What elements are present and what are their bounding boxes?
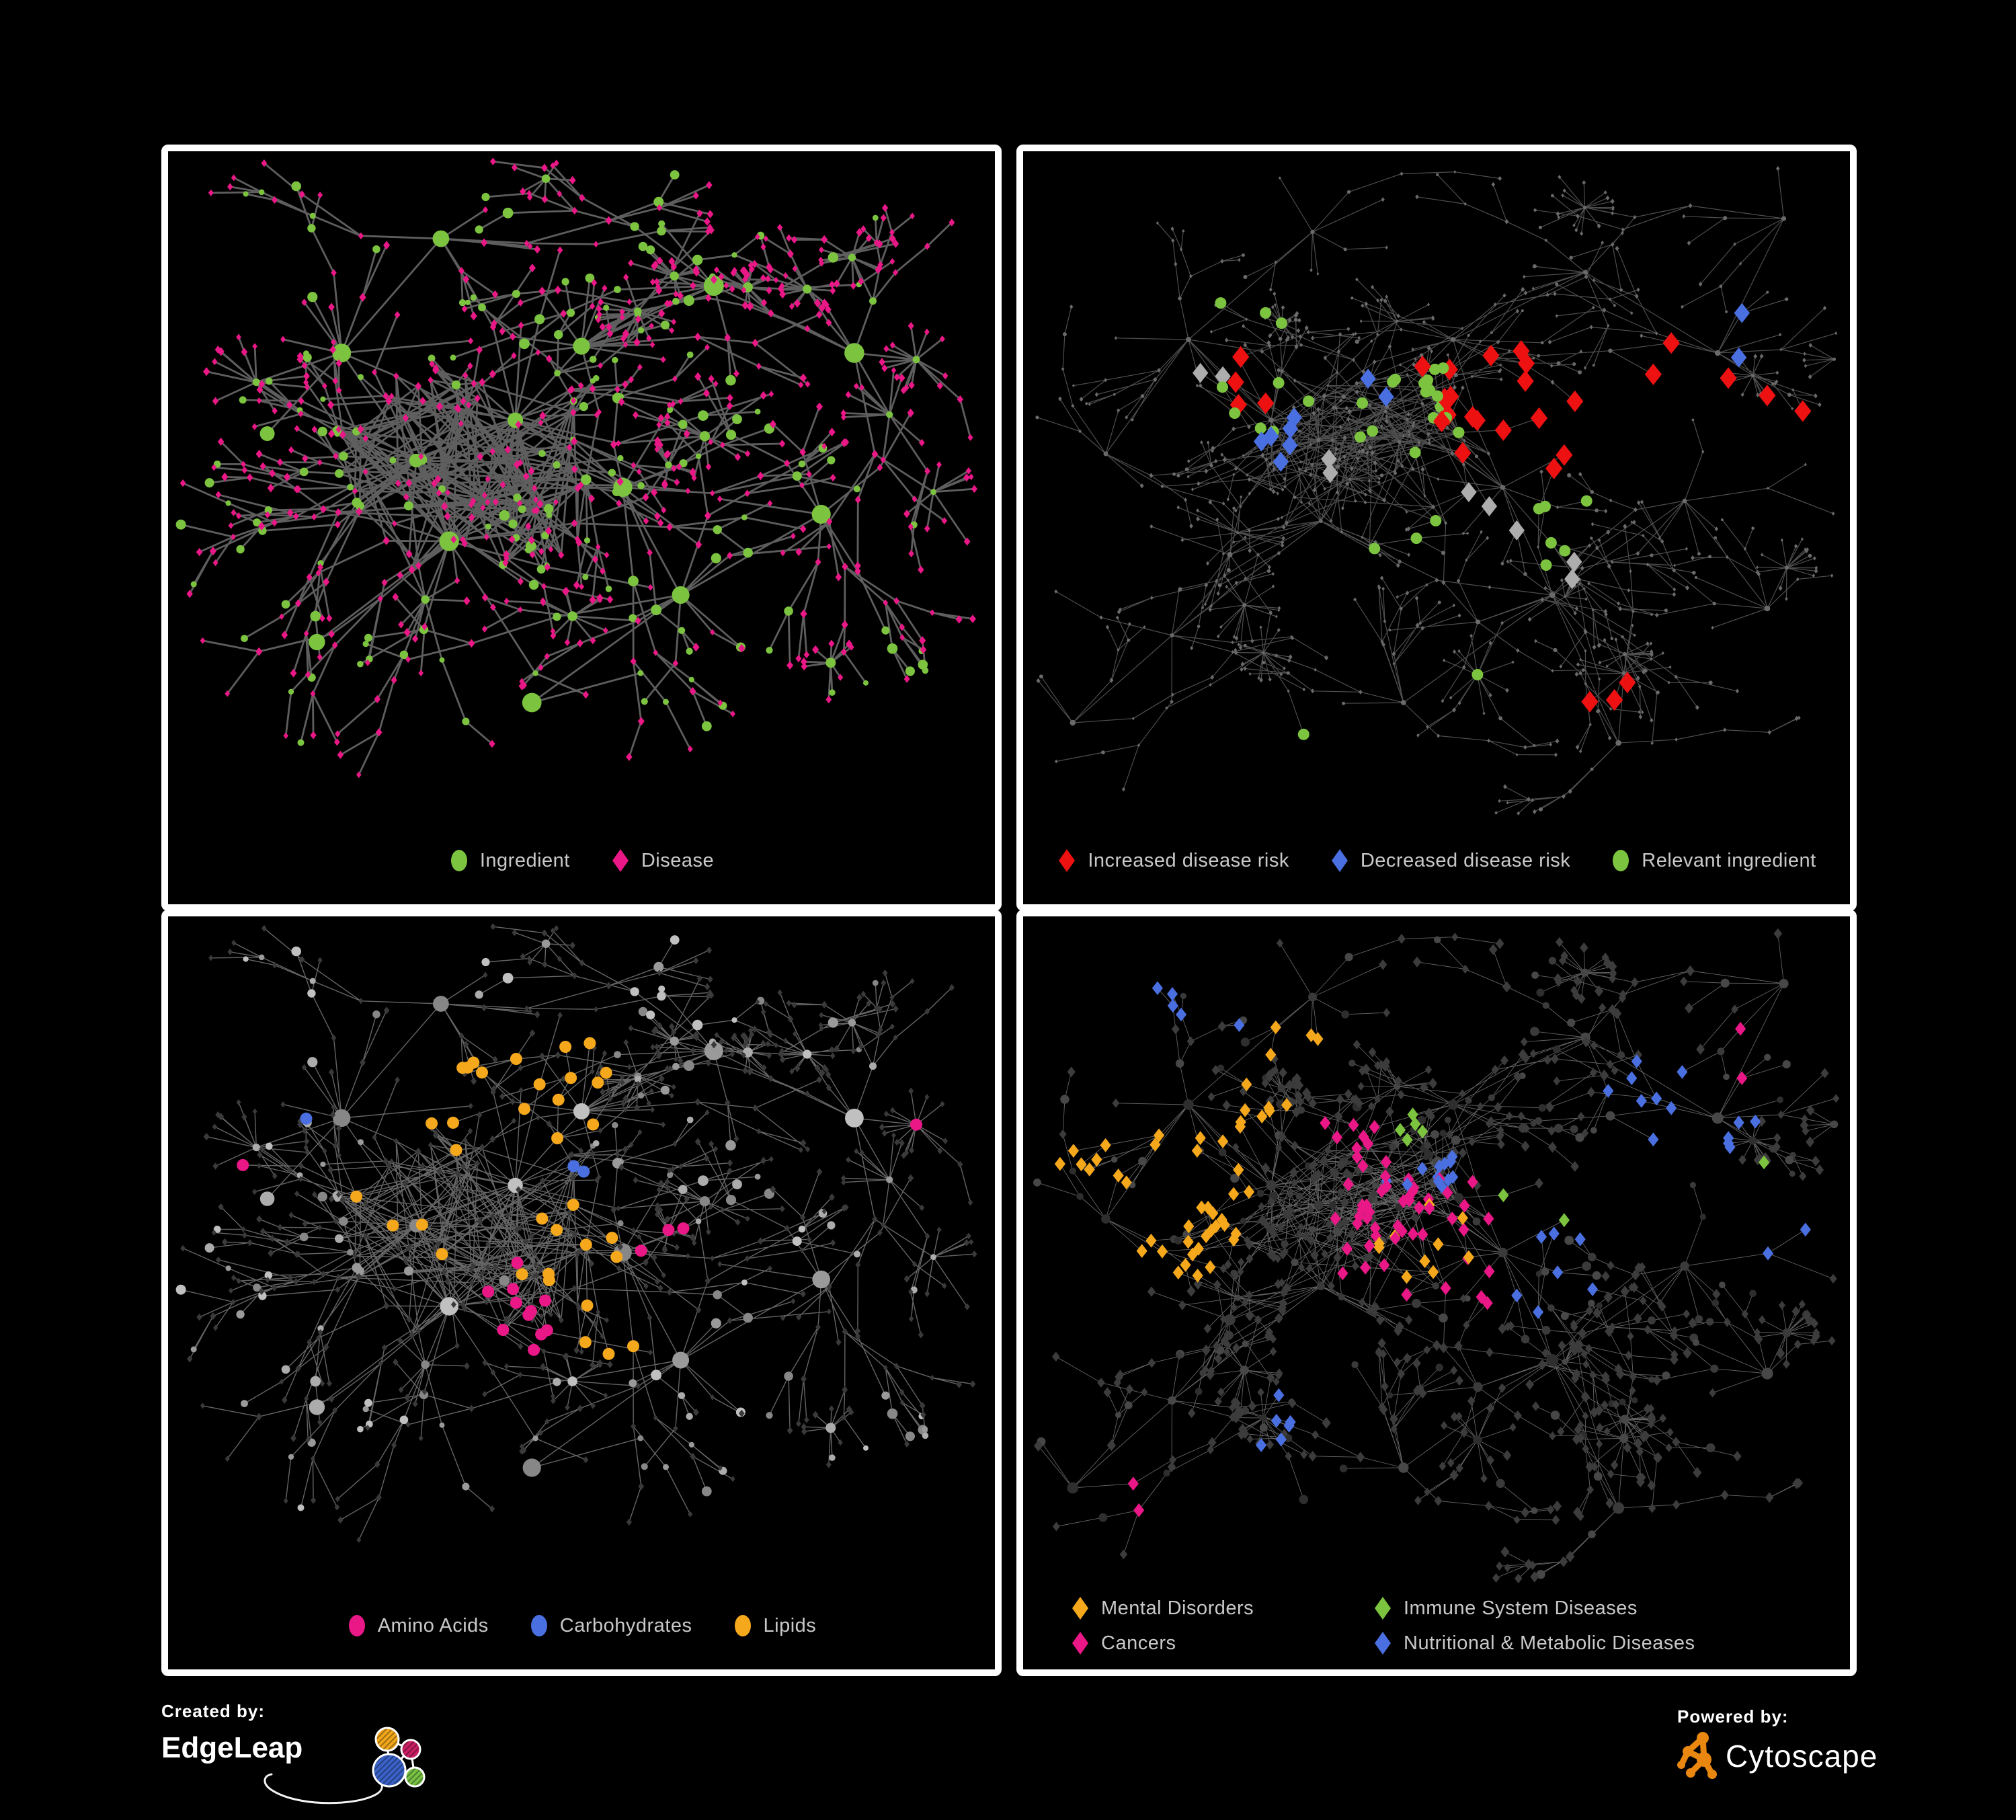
powered-by-label: Powered by: — [1677, 1706, 1789, 1727]
legend-label: Ingredient — [479, 849, 570, 871]
legend-marker-diamond-icon — [1072, 1632, 1088, 1655]
network-graph-ingredient-disease — [175, 157, 977, 779]
ingredient-nodes — [1035, 173, 1836, 812]
legend-label: Cancers — [1101, 1632, 1176, 1654]
legend-item: Carbohydrates — [529, 1613, 692, 1638]
legend-marker-ellipse-icon — [734, 1615, 751, 1636]
cytoscape-logo-icon — [1677, 1732, 1717, 1779]
footer: Created by: — [0, 1681, 2016, 1820]
legend-item: Mental Disorders — [1070, 1595, 1353, 1621]
legend-label: Mental Disorders — [1101, 1597, 1254, 1619]
legend-item: Nutritional & Metabolic Diseases — [1373, 1630, 1803, 1656]
legend-item: Cancers — [1070, 1630, 1353, 1656]
panel-disease-risk: Increased disease risk Decreased disease … — [1016, 145, 1857, 911]
legend-marker-diamond-icon — [612, 849, 629, 872]
legend-label: Lipids — [763, 1614, 817, 1636]
panel-ingredient-disease: Ingredient Disease — [161, 145, 1002, 911]
legend-label: Increased disease risk — [1088, 849, 1289, 871]
legend-label: Immune System Diseases — [1404, 1597, 1638, 1619]
legend-item: Decreased disease risk — [1330, 848, 1570, 873]
legend-item: Immune System Diseases — [1373, 1595, 1803, 1621]
legend-marker-diamond-icon — [1072, 1597, 1088, 1620]
disease-nodes — [1033, 928, 1840, 1584]
ingredient-nodes — [175, 935, 936, 1511]
legend-item: Lipids — [733, 1613, 817, 1638]
legend-disease-risk: Increased disease risk Decreased disease … — [1023, 824, 1850, 898]
legend-item: Amino Acids — [347, 1613, 489, 1638]
panel-nutrient-class: Amino Acids Carbohydrates Lipids — [161, 910, 1002, 1676]
legend-marker-diamond-icon — [1375, 1632, 1391, 1655]
network-graph-disease-risk — [1035, 166, 1838, 816]
legend-marker-ellipse-icon — [348, 1615, 365, 1636]
legend-item: Increased disease risk — [1057, 848, 1289, 873]
legend-label: Nutritional & Metabolic Diseases — [1404, 1632, 1695, 1654]
legend-nutrient-class: Amino Acids Carbohydrates Lipids — [168, 1589, 995, 1663]
edgeleap-brand-text: EdgeLeap — [161, 1731, 303, 1764]
highlighted-nodes — [1054, 981, 1811, 1517]
cytoscape-brand-text: Cytoscape — [1726, 1739, 1878, 1774]
legend-item: Ingredient — [449, 848, 570, 873]
network-graph-nutrient-class — [175, 923, 977, 1543]
legend-label: Decreased disease risk — [1360, 849, 1571, 871]
powered-by-block: Powered by: — [1677, 1706, 1986, 1807]
legend-marker-diamond-icon — [1375, 1597, 1391, 1620]
network-edges — [179, 160, 975, 776]
legend-marker-ellipse-icon — [450, 850, 467, 871]
edgeleap-logo-icon — [264, 1727, 426, 1805]
disease-nodes — [179, 157, 977, 779]
legend-item: Relevant ingredient — [1611, 848, 1816, 873]
network-graph-disease-class — [1033, 928, 1840, 1584]
network-edges — [1037, 168, 1837, 814]
panel-disease-class: Mental Disorders Immune System Diseases Ca… — [1016, 910, 1857, 1676]
legend-label: Carbohydrates — [559, 1614, 692, 1636]
legend-disease-class: Mental Disorders Immune System Diseases Ca… — [1023, 1589, 1850, 1663]
disease-nodes — [1036, 166, 1838, 816]
ingredient-nodes — [175, 170, 936, 746]
network-edges — [180, 926, 975, 1541]
legend-marker-diamond-icon — [1059, 849, 1076, 872]
legend-ingredient-disease: Ingredient Disease — [168, 824, 995, 898]
ingredient-nodes — [1033, 936, 1839, 1579]
highlighted-nodes — [1193, 297, 1812, 740]
created-by-block: Created by: — [161, 1701, 471, 1805]
legend-label: Disease — [641, 849, 715, 871]
highlighted-nodes — [237, 1037, 922, 1360]
network-edges — [1037, 933, 1837, 1579]
legend-item: Disease — [610, 848, 714, 873]
legend-marker-diamond-icon — [1331, 849, 1348, 872]
created-by-label: Created by: — [161, 1701, 266, 1721]
legend-label: Relevant ingredient — [1642, 849, 1816, 871]
legend-label: Amino Acids — [377, 1614, 489, 1636]
legend-marker-ellipse-icon — [530, 1615, 547, 1636]
legend-marker-ellipse-icon — [1613, 850, 1629, 871]
